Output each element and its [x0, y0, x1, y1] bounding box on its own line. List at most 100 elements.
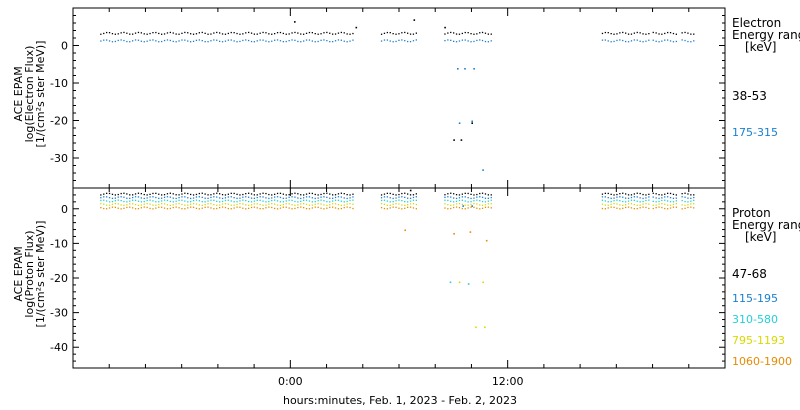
electron-point — [271, 33, 273, 35]
proton-point — [268, 197, 270, 200]
proton-point — [461, 207, 463, 210]
proton-point — [242, 193, 244, 196]
proton-point — [407, 201, 409, 203]
electron-point — [652, 31, 654, 34]
proton-point — [661, 199, 663, 202]
proton-point — [380, 194, 383, 196]
electron-point — [464, 31, 466, 34]
electron-point — [320, 33, 322, 35]
electron-point — [248, 31, 250, 34]
proton-point — [163, 196, 166, 198]
proton-point — [213, 204, 215, 206]
proton-point — [268, 193, 270, 196]
proton-point — [320, 193, 322, 196]
electron-point — [467, 40, 469, 42]
electron-point — [111, 33, 114, 35]
proton-point — [407, 193, 409, 195]
proton-point — [297, 197, 299, 199]
electron-point — [300, 33, 302, 35]
electron-point — [175, 41, 177, 43]
electron-point — [693, 33, 695, 35]
proton-point — [221, 197, 224, 200]
proton-point — [291, 193, 293, 195]
proton-point — [259, 208, 261, 210]
proton-point — [447, 196, 449, 198]
proton-point — [111, 206, 114, 208]
proton-point — [106, 196, 108, 198]
proton-point — [487, 194, 489, 196]
electron-point — [337, 39, 340, 41]
proton-point — [300, 206, 302, 208]
proton-point — [340, 196, 342, 198]
proton-point — [409, 200, 412, 202]
electron-point — [619, 39, 621, 41]
proton-point — [201, 204, 203, 206]
proton-point — [259, 196, 261, 198]
proton-point — [111, 201, 114, 203]
proton-point — [123, 200, 125, 203]
proton-point — [404, 201, 406, 203]
proton-point — [675, 206, 677, 208]
proton-ytick-label: -20 — [50, 272, 68, 285]
proton-point — [271, 206, 273, 209]
proton-point — [648, 199, 650, 201]
proton-point — [386, 192, 388, 194]
proton-point — [401, 208, 403, 210]
proton-point — [192, 203, 195, 205]
electron-point — [619, 32, 621, 34]
electron-point — [268, 33, 270, 35]
proton-point — [317, 194, 319, 196]
proton-point — [636, 208, 638, 210]
proton-point — [285, 194, 287, 196]
proton-point — [114, 206, 116, 208]
x-tick-label: 0:00 — [278, 375, 303, 388]
electron-point — [108, 32, 111, 34]
proton-point — [132, 203, 134, 205]
electron-point — [248, 39, 250, 42]
proton-point — [305, 208, 308, 210]
electron-point — [198, 32, 200, 34]
electron-point — [129, 41, 131, 43]
proton-point — [412, 203, 415, 205]
electron-point — [687, 32, 689, 34]
proton-point — [334, 199, 337, 201]
proton-point — [140, 197, 142, 199]
proton-point — [227, 207, 229, 210]
proton-point — [630, 207, 633, 209]
proton-point — [687, 197, 689, 199]
proton-point — [274, 196, 276, 198]
proton-point — [184, 196, 186, 198]
proton-point — [693, 199, 695, 201]
electron-point — [288, 40, 290, 42]
proton-point — [684, 200, 686, 203]
electron-outlier-point — [453, 139, 455, 141]
electron-point — [274, 33, 276, 35]
electron-point — [415, 39, 417, 41]
proton-point — [604, 196, 606, 198]
proton-point — [236, 197, 238, 199]
proton-point — [395, 194, 397, 196]
proton-point — [126, 197, 128, 199]
proton-point — [470, 201, 472, 203]
electron-point — [120, 39, 122, 41]
proton-point — [349, 206, 351, 209]
proton-point — [467, 197, 469, 199]
proton-point — [642, 193, 644, 196]
electron-point — [401, 39, 403, 41]
proton-point — [245, 193, 247, 195]
proton-point — [652, 204, 654, 206]
proton-point — [467, 207, 469, 209]
electron-point — [444, 33, 446, 35]
proton-point — [149, 199, 151, 201]
proton-point — [140, 204, 142, 206]
proton-point — [332, 194, 334, 196]
electron-point — [219, 40, 221, 42]
proton-point — [166, 196, 169, 198]
electron-point — [152, 39, 154, 41]
electron-point — [300, 41, 302, 43]
proton-point — [415, 199, 417, 201]
proton-point — [198, 200, 200, 202]
proton-point — [294, 200, 296, 203]
proton-point — [123, 196, 125, 198]
